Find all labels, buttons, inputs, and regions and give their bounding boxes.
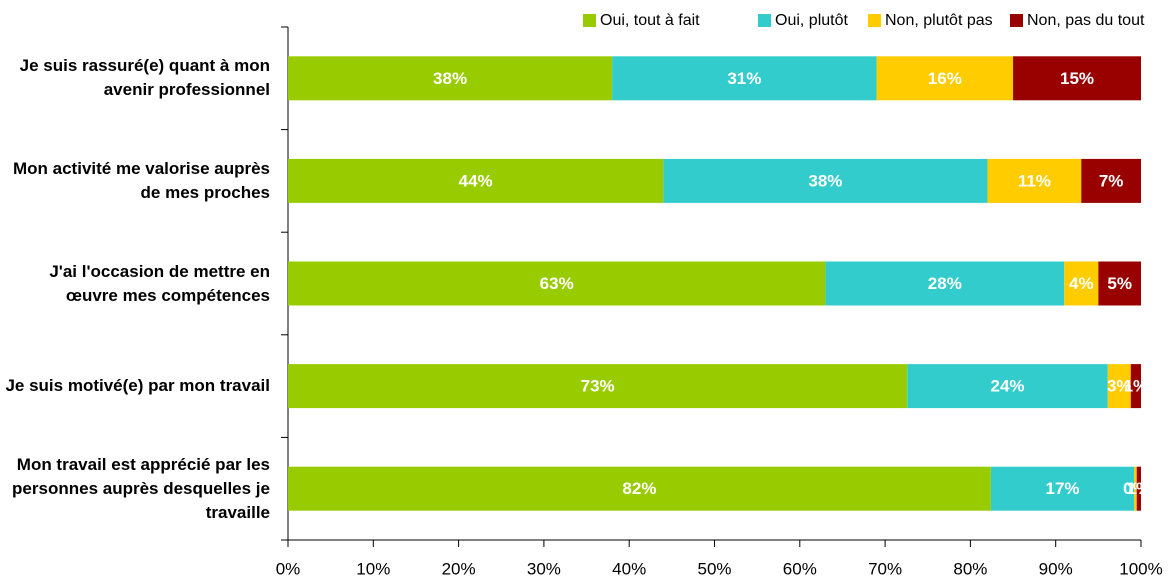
legend-swatch bbox=[583, 14, 596, 27]
category-label: J'ai l'occasion de mettre en œuvre mes c… bbox=[49, 261, 270, 305]
data-label: 15% bbox=[1060, 69, 1094, 88]
data-label: 4% bbox=[1069, 274, 1094, 293]
data-label: 38% bbox=[433, 69, 467, 88]
legend-swatch bbox=[1010, 14, 1023, 27]
data-label: 1% bbox=[1124, 377, 1149, 396]
bar-segment bbox=[288, 261, 826, 306]
bar-segment bbox=[288, 158, 664, 203]
bar-segment bbox=[288, 466, 991, 511]
bar-segment bbox=[1107, 364, 1131, 409]
bar-segment bbox=[1081, 158, 1141, 203]
legend-swatch bbox=[758, 14, 771, 27]
x-tick-label: 90% bbox=[1039, 559, 1073, 578]
data-label: 0% bbox=[1123, 479, 1148, 498]
category-label: Je suis motivé(e) par mon travail bbox=[5, 376, 270, 396]
bar-segment bbox=[288, 56, 613, 101]
data-label: 28% bbox=[928, 274, 962, 293]
x-tick-label: 20% bbox=[442, 559, 476, 578]
legend-label: Non, pas du tout bbox=[1027, 12, 1145, 29]
legend-label: Non, plutôt pas bbox=[885, 12, 993, 29]
data-label: 1% bbox=[1127, 479, 1152, 498]
x-tick-label: 60% bbox=[783, 559, 817, 578]
data-label: 38% bbox=[808, 171, 842, 190]
bar-segment bbox=[1013, 56, 1141, 101]
x-tick-label: 50% bbox=[697, 559, 731, 578]
bar-segment bbox=[907, 364, 1108, 409]
data-label: 63% bbox=[540, 274, 574, 293]
bar-segment bbox=[876, 56, 1014, 101]
data-label: 7% bbox=[1099, 171, 1124, 190]
bar-segment bbox=[612, 56, 877, 101]
bar-segment bbox=[1136, 466, 1141, 511]
bar-segment bbox=[1130, 364, 1141, 409]
data-label: 73% bbox=[581, 377, 615, 396]
data-label: 3% bbox=[1107, 377, 1132, 396]
data-label: 24% bbox=[990, 377, 1024, 396]
bar-segment bbox=[1098, 261, 1141, 306]
x-tick-label: 40% bbox=[612, 559, 646, 578]
category-label: Je suis rassuré(e) quant à mon avenir pr… bbox=[19, 56, 270, 100]
legend-label: Oui, tout à fait bbox=[600, 12, 700, 29]
bar-segment bbox=[825, 261, 1065, 306]
legend-swatch bbox=[868, 14, 881, 27]
bar-segment bbox=[990, 466, 1135, 511]
data-label: 17% bbox=[1046, 479, 1080, 498]
x-tick-label: 10% bbox=[356, 559, 390, 578]
legend-label: Oui, plutôt bbox=[775, 12, 848, 29]
data-label: 5% bbox=[1107, 274, 1132, 293]
x-tick-label: 80% bbox=[953, 559, 987, 578]
bar-segment bbox=[1134, 466, 1137, 511]
bar-segment bbox=[663, 158, 988, 203]
bar-segment bbox=[987, 158, 1082, 203]
category-label: Mon travail est apprécié par les personn… bbox=[12, 454, 270, 522]
category-label: Mon activité me valorise auprès de mes p… bbox=[13, 158, 270, 202]
bar-segment bbox=[288, 364, 908, 409]
data-label: 82% bbox=[622, 479, 656, 498]
x-tick-label: 0% bbox=[276, 559, 301, 578]
x-tick-label: 30% bbox=[527, 559, 561, 578]
data-label: 44% bbox=[459, 171, 493, 190]
data-label: 31% bbox=[727, 69, 761, 88]
data-label: 16% bbox=[928, 69, 962, 88]
x-tick-label: 100% bbox=[1119, 559, 1162, 578]
data-label: 11% bbox=[1018, 171, 1051, 190]
x-tick-label: 70% bbox=[868, 559, 902, 578]
bar-segment bbox=[1064, 261, 1099, 306]
